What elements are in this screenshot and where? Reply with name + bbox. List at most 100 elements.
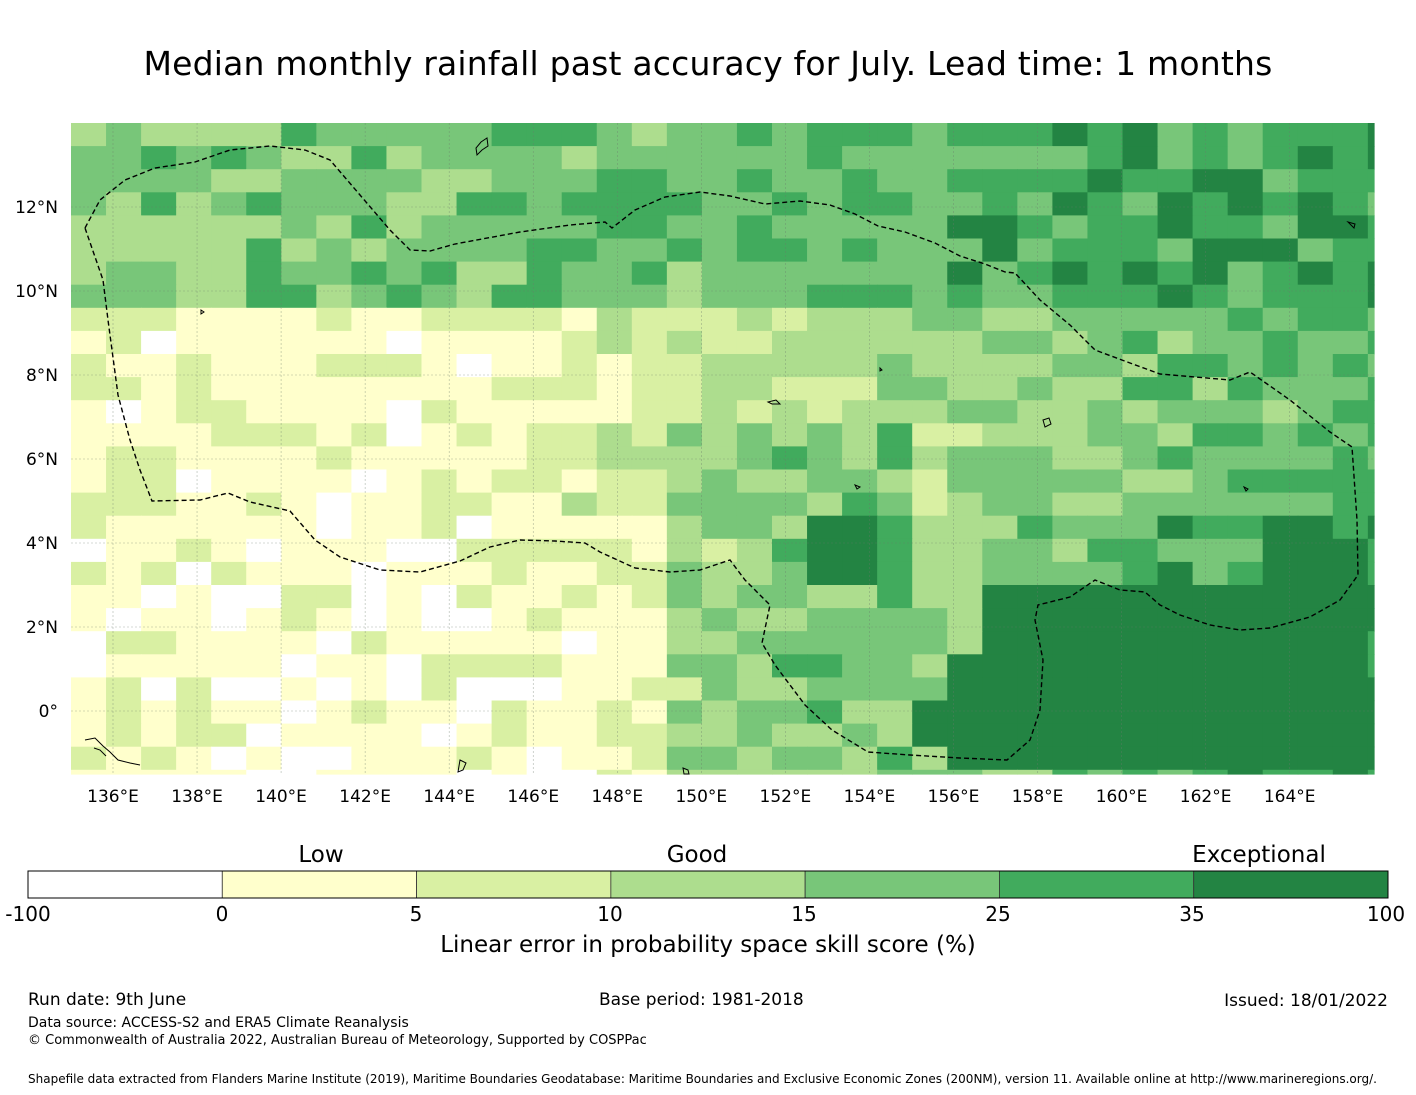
grid-cell	[456, 169, 493, 193]
grid-cell	[526, 608, 563, 632]
grid-cell	[1227, 469, 1264, 494]
grid-cell	[141, 446, 177, 471]
grid-cell	[666, 515, 703, 540]
grid-cell	[141, 400, 177, 424]
grid-cell	[561, 769, 598, 775]
grid-cell	[772, 400, 808, 424]
grid-cell	[1122, 585, 1159, 609]
atoll	[1242, 485, 1249, 492]
grid-cell	[1017, 492, 1053, 517]
grid-cell	[141, 238, 177, 263]
grid-cell	[1227, 631, 1264, 655]
grid-cell	[982, 469, 1018, 494]
grid-cell	[596, 492, 633, 517]
grid-cell	[351, 377, 388, 401]
grid-cell	[666, 330, 703, 355]
colorbar-label-exceptional: Exceptional	[1192, 842, 1326, 868]
grid-cell	[526, 423, 563, 447]
grid-cell	[842, 654, 878, 678]
grid-cell	[71, 423, 107, 447]
grid-cell	[631, 654, 668, 678]
grid-cell	[631, 561, 668, 586]
grid-cell	[1227, 354, 1264, 378]
grid-cell	[982, 561, 1018, 586]
grid-cell	[1332, 446, 1369, 471]
grid-cell	[526, 723, 563, 748]
grid-cell	[386, 146, 423, 170]
grid-cell	[1262, 538, 1299, 563]
grid-cell	[736, 261, 773, 286]
grid-cell	[351, 538, 388, 563]
grid-cell	[1157, 608, 1194, 632]
grid-cell	[631, 284, 668, 309]
grid-cell	[1192, 700, 1229, 725]
grid-cell	[772, 238, 808, 263]
grid-cell	[561, 192, 598, 216]
grid-cell	[211, 561, 247, 586]
grid-cell	[1367, 446, 1375, 471]
grid-cell	[71, 492, 107, 517]
grid-cell	[807, 146, 843, 170]
grid-cell	[386, 654, 423, 678]
grid-cell	[1192, 261, 1229, 286]
grid-cell	[631, 769, 668, 775]
grid-cell	[246, 769, 282, 775]
grid-cell	[281, 515, 317, 540]
grid-cell	[1297, 377, 1334, 401]
longitude-tick-label: 164°E	[1264, 787, 1316, 807]
grid-cell	[386, 169, 423, 193]
grid-cell	[316, 123, 352, 147]
grid-cell	[281, 307, 317, 332]
grid-cell	[176, 585, 212, 609]
grid-cell	[421, 377, 458, 401]
grid-cell	[71, 284, 107, 309]
grid-cell	[141, 354, 177, 378]
grid-cell	[666, 654, 703, 678]
grid-cell	[491, 677, 528, 702]
grid-cell	[736, 585, 773, 609]
grid-cell	[772, 261, 808, 286]
grid-cell	[456, 515, 493, 540]
grid-cell	[106, 469, 142, 494]
grid-cell	[947, 538, 983, 563]
grid-cell	[456, 769, 493, 775]
grid-cell	[106, 677, 142, 702]
grid-cell	[561, 677, 598, 702]
grid-cell	[666, 723, 703, 748]
grid-cell	[1087, 192, 1124, 216]
grid-cell	[701, 769, 738, 775]
grid-cell	[807, 377, 843, 401]
grid-cell	[1087, 608, 1124, 632]
grid-cell	[141, 123, 177, 147]
grid-cell	[1297, 423, 1334, 447]
grid-cell	[912, 192, 948, 216]
grid-cell	[1157, 284, 1194, 309]
grid-cell	[736, 723, 773, 748]
grid-cell	[106, 723, 142, 748]
grid-cell	[912, 469, 948, 494]
grid-cell	[807, 654, 843, 678]
grid-cell	[1122, 654, 1159, 678]
grid-cell	[701, 446, 738, 471]
grid-cell	[456, 446, 493, 471]
grid-cell	[351, 330, 388, 355]
grid-cell	[561, 238, 598, 263]
grid-cell	[807, 608, 843, 632]
grid-cell	[701, 654, 738, 678]
grid-cell	[491, 769, 528, 775]
grid-cell	[1227, 238, 1264, 263]
grid-cell	[982, 677, 1018, 702]
grid-cell	[561, 446, 598, 471]
grid-cell	[386, 700, 423, 725]
grid-cell	[421, 400, 458, 424]
grid-cell	[1227, 585, 1264, 609]
grid-cell	[947, 515, 983, 540]
grid-cell	[877, 400, 913, 424]
grid-cell	[807, 330, 843, 355]
grid-cell	[596, 261, 633, 286]
grid-cell	[772, 515, 808, 540]
grid-cell	[772, 538, 808, 563]
grid-cell	[246, 192, 282, 216]
grid-cell	[456, 492, 493, 517]
grid-cell	[71, 307, 107, 332]
